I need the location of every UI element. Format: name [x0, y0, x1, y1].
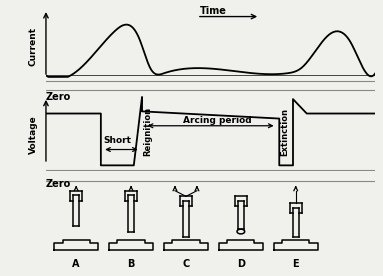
Text: Short: Short: [103, 136, 132, 145]
Text: Voltage: Voltage: [29, 116, 38, 155]
Text: C: C: [182, 259, 190, 269]
Text: Zero: Zero: [46, 92, 71, 102]
Text: Time: Time: [200, 6, 227, 16]
Text: Extinction: Extinction: [281, 108, 290, 155]
Text: Reignition: Reignition: [143, 107, 152, 156]
Text: B: B: [128, 259, 135, 269]
Text: E: E: [293, 259, 299, 269]
Text: Arcing period: Arcing period: [183, 116, 252, 125]
Text: D: D: [237, 259, 245, 269]
Text: A: A: [72, 259, 80, 269]
Text: Zero: Zero: [46, 179, 71, 189]
Text: Current: Current: [29, 26, 38, 66]
